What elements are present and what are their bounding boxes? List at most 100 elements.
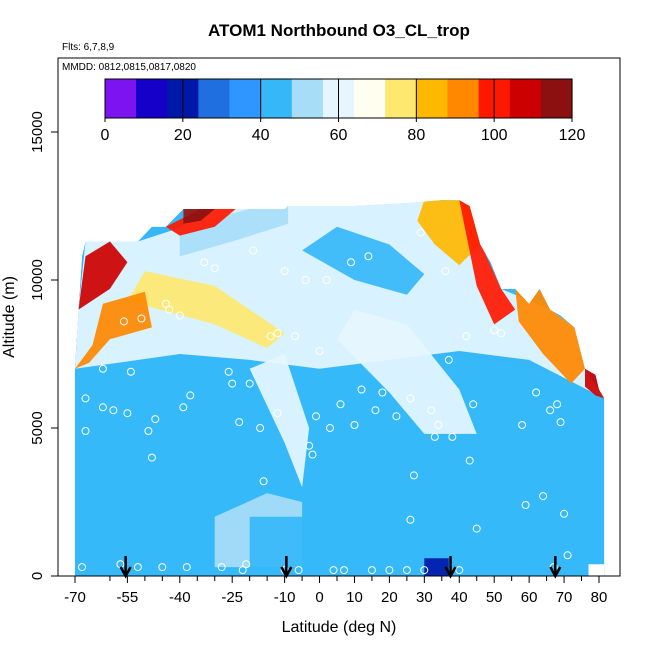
colorbar-swatch: [564, 79, 569, 118]
sample-point: [217, 563, 226, 572]
colorbar-swatch: [369, 79, 375, 118]
colorbar-swatch: [521, 79, 526, 118]
heatmap-region: [249, 516, 425, 576]
colorbar-swatch: [295, 79, 301, 118]
x-tick-label: 70: [556, 589, 573, 606]
sample-point: [165, 305, 174, 314]
colorbar-swatch: [342, 79, 347, 118]
heatmap-region: [75, 324, 605, 576]
colorbar-swatch: [509, 79, 515, 118]
colorbar-swatch: [392, 79, 398, 118]
colorbar-swatch: [428, 79, 433, 118]
colorbar-swatch: [229, 79, 235, 118]
colorbar-swatch: [124, 79, 129, 118]
colorbar-swatch: [132, 79, 137, 118]
colorbar-swatch: [404, 79, 410, 118]
sample-point: [420, 566, 429, 575]
sample-point: [161, 299, 170, 308]
sample-point: [301, 276, 310, 284]
colorbar-swatch: [260, 79, 266, 118]
colorbar-swatch: [494, 79, 499, 118]
sample-point: [175, 311, 184, 320]
colorbar-swatch: [412, 79, 417, 118]
colorbar-swatch: [213, 79, 219, 118]
colorbar-swatch: [120, 79, 126, 118]
colorbar-swatch: [354, 79, 359, 118]
sample-point: [556, 418, 565, 427]
heatmap-region: [165, 209, 236, 236]
colorbar-swatch: [517, 79, 523, 118]
y-tick-label: 0: [29, 572, 46, 580]
sample-point: [322, 276, 331, 284]
x-axis-label: Latitude (deg N): [282, 619, 397, 636]
colorbar-swatch: [334, 79, 340, 118]
heatmap-region: [183, 209, 215, 224]
colorbar-swatch: [373, 79, 379, 118]
colorbar-swatch: [159, 79, 164, 118]
heatmap-region: [249, 354, 310, 488]
sample-point: [294, 566, 303, 575]
y-axis: 0 5000 10000 15000: [29, 111, 58, 580]
colorbar-swatch: [463, 79, 468, 118]
y-tick-label: 10000: [29, 259, 46, 301]
x-tick-label: -10: [274, 589, 296, 606]
colorbar-swatch: [420, 79, 425, 118]
sample-point: [273, 409, 282, 418]
colorbar-swatch: [451, 79, 456, 118]
sample-point: [462, 332, 471, 341]
colorbar-swatch: [346, 79, 351, 118]
colorbar-swatch: [431, 79, 437, 118]
sample-point: [81, 427, 90, 435]
colorbar-swatch: [175, 79, 180, 118]
colorbar-swatch: [529, 79, 534, 118]
heatmap-region: [75, 291, 152, 369]
colorbar-swatch: [439, 79, 445, 118]
colorbar-swatch: [299, 79, 305, 118]
heatmap-region: [588, 564, 605, 576]
colorbar-swatch: [326, 79, 332, 118]
sample-point: [430, 432, 439, 441]
sample-point: [364, 252, 373, 261]
sample-point: [385, 566, 394, 575]
sample-point: [133, 563, 142, 572]
sample-point: [179, 403, 188, 412]
colorbar-swatch: [264, 79, 270, 118]
heatmap-region: [179, 206, 289, 257]
colorbar-swatch: [128, 79, 133, 118]
colorbar-swatch: [478, 79, 484, 118]
colorbar-swatch: [381, 79, 386, 118]
x-tick-label: 80: [591, 589, 608, 606]
colorbar: 0 20 40 60 80 100 120: [101, 78, 585, 144]
sample-point: [416, 228, 425, 237]
colorbar-swatch: [505, 79, 511, 118]
colorbar-swatch: [474, 79, 480, 118]
colorbar-swatch: [385, 79, 390, 118]
colorbar-swatch: [338, 79, 343, 118]
colorbar-swatch: [151, 79, 157, 118]
colorbar-swatch: [544, 79, 550, 118]
colorbar-swatch: [186, 79, 192, 118]
sample-point: [280, 267, 289, 276]
sample-point: [200, 258, 209, 267]
sample-point: [553, 400, 562, 409]
y-tick-label: 15000: [29, 111, 46, 153]
sample-point: [235, 418, 244, 427]
sample-point: [98, 364, 107, 373]
sample-point: [427, 406, 436, 415]
x-tick-label: 50: [486, 589, 503, 606]
colorbar-swatch: [307, 79, 312, 118]
sample-point: [329, 566, 338, 575]
sample-point: [158, 563, 167, 572]
sample-point: [409, 471, 418, 480]
x-tick-label: 30: [416, 589, 433, 606]
colorbar-swatch: [105, 79, 110, 118]
dates-label: MMDD: 0812,0815,0817,0820: [62, 62, 196, 73]
sample-point: [340, 566, 348, 575]
colorbar-swatch: [147, 79, 153, 118]
colorbar-swatch: [210, 79, 215, 118]
colorbar-swatch: [513, 79, 519, 118]
sample-point: [291, 332, 300, 341]
sample-point: [238, 566, 247, 575]
sample-points: [78, 228, 572, 575]
sample-point: [109, 406, 118, 415]
